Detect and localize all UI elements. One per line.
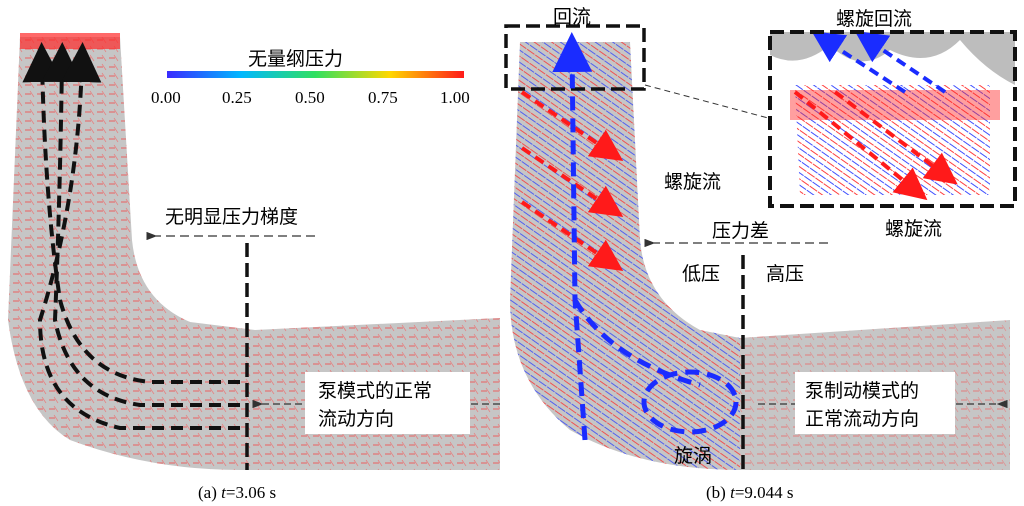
panel-b-flow-label-bg [795, 372, 955, 434]
label-low-pressure: 低压 [682, 263, 721, 285]
colorbar-title: 无量纲压力 [248, 48, 344, 70]
inset-zoom [768, 30, 1017, 208]
label-backflow: 回流 [553, 6, 592, 28]
colorbar-tick: 0.50 [295, 88, 325, 107]
inset-connector [644, 84, 769, 119]
annotation-brake-flow-line2: 正常流动方向 [805, 408, 920, 430]
annotation-pump-flow-line1: 泵模式的正常 [318, 380, 433, 402]
colorbar-tick: 1.00 [440, 88, 470, 107]
backflow-box [504, 24, 646, 91]
annotation-pump-flow-line2: 流动方向 [318, 408, 395, 430]
annotation-brake-flow-line1: 泵制动模式的 [805, 380, 920, 402]
colorbar-tick: 0.25 [222, 88, 252, 107]
colorbar-tick: 0.00 [151, 88, 181, 107]
label-spiral-flow: 螺旋流 [664, 171, 722, 193]
caption-b: (b) t=9.044 s [706, 483, 794, 502]
colorbar [167, 71, 464, 78]
colorbar-tick: 0.75 [368, 88, 398, 107]
label-high-pressure: 高压 [766, 263, 805, 285]
panel-a-flow-label-bg [305, 372, 470, 434]
label-vortex: 旋涡 [674, 445, 713, 467]
label-spiral-backflow: 螺旋回流 [836, 8, 913, 30]
annotation-no-gradient: 无明显压力梯度 [165, 206, 299, 228]
backflow-path [552, 32, 739, 441]
caption-a: (a) t=3.06 s [198, 483, 277, 502]
label-pressure-diff: 压力差 [712, 220, 770, 242]
spiral-flow-arrows [520, 90, 624, 272]
label-spiral-flow-inset: 螺旋流 [885, 218, 943, 240]
panel-a-streamlines [22, 42, 240, 430]
